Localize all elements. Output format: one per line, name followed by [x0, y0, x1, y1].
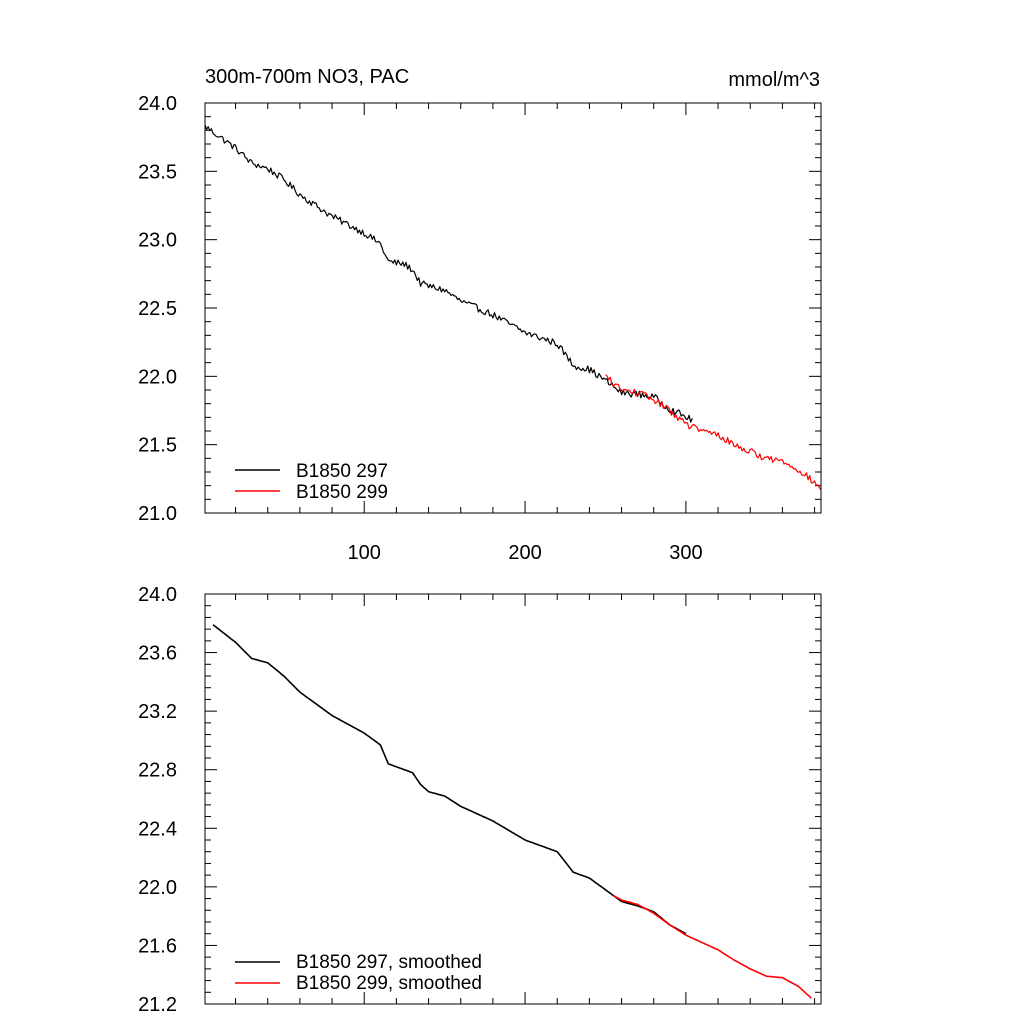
series-line-b1850-297: [204, 124, 693, 423]
y-tick-label: 23.5: [138, 161, 177, 183]
chart-title: 300m-700m NO3, PAC: [205, 66, 409, 88]
y-tick-label: 24.0: [138, 93, 177, 115]
y-tick-label: 21.2: [138, 994, 177, 1016]
legend: B1850 297 B1850 299: [235, 461, 388, 503]
series-line-b1850-299-smoothed: [613, 894, 812, 999]
bottom-panel: 21.2 21.6 22.0 22.4 22.8 23.2 23.6 24.0 B1850 2…: [138, 584, 822, 1016]
legend: B1850 297, smoothed B1850 299, smoothed: [235, 952, 482, 994]
series-line-b1850-297-smoothed: [212, 624, 687, 935]
y-tick-label: 22.5: [138, 298, 177, 320]
units-label: mmol/m^3: [728, 69, 820, 91]
series-line-b1850-299: [605, 374, 822, 491]
y-tick-label: 22.4: [138, 818, 177, 840]
y-tick-label: 21.6: [138, 935, 177, 957]
legend-label-b1850-297: B1850 297: [296, 461, 388, 482]
x-tick-label: 300: [669, 542, 702, 564]
top-panel: 300m-700m NO3, PAC mmol/m^3 21.0 21.5 22.0…: [138, 66, 822, 564]
x-tick-label: 200: [508, 542, 541, 564]
y-tick-label: 22.0: [138, 877, 177, 899]
y-tick-label: 22.0: [138, 366, 177, 388]
plot-frame: [204, 102, 822, 514]
legend-label-b1850-297-smoothed: B1850 297, smoothed: [296, 952, 482, 973]
y-tick-label: 23.2: [138, 701, 177, 723]
legend-label-b1850-299: B1850 299: [296, 482, 388, 503]
x-tick-label: 100: [348, 542, 381, 564]
plot-frame: [204, 593, 822, 1005]
y-tick-label: 21.5: [138, 435, 177, 457]
legend-label-b1850-299-smoothed: B1850 299, smoothed: [296, 973, 482, 994]
y-tick-label: 22.8: [138, 760, 177, 782]
y-tick-label: 23.6: [138, 643, 177, 665]
y-tick-label: 24.0: [138, 584, 177, 606]
y-tick-label: 23.0: [138, 230, 177, 252]
y-tick-label: 21.0: [138, 503, 177, 525]
